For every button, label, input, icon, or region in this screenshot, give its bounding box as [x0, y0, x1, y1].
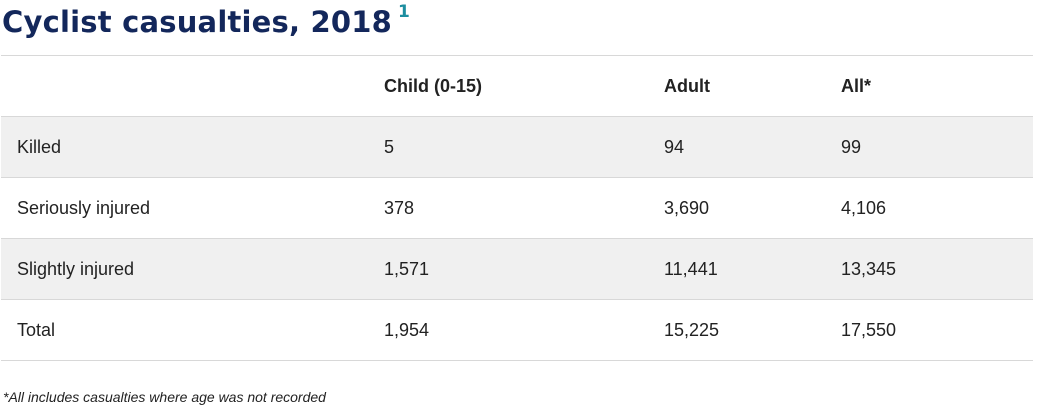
table-row: Seriously injured 378 3,690 4,106 [1, 177, 1033, 239]
cell-all: 4,106 [825, 177, 1033, 239]
row-label: Total [1, 299, 368, 361]
cell-adult: 94 [648, 116, 825, 178]
footnote-marker: 1 [398, 2, 411, 22]
row-label: Seriously injured [1, 177, 368, 239]
table-row: Killed 5 94 99 [1, 116, 1033, 178]
row-label: Killed [1, 116, 368, 178]
footnote-text: *All includes casualties where age was n… [3, 389, 326, 405]
cell-child: 378 [368, 177, 648, 239]
cell-adult: 11,441 [648, 238, 825, 300]
table-row: Slightly injured 1,571 11,441 13,345 [1, 238, 1033, 300]
cell-all: 13,345 [825, 238, 1033, 300]
column-header-child: Child (0-15) [368, 55, 648, 117]
cell-adult: 15,225 [648, 299, 825, 361]
casualties-table: Child (0-15) Adult All* Killed 5 94 99 S… [1, 55, 1033, 361]
cell-child: 1,571 [368, 238, 648, 300]
column-header-all: All* [825, 55, 1033, 117]
row-label: Slightly injured [1, 238, 368, 300]
cell-child: 5 [368, 116, 648, 178]
column-header-category [1, 55, 368, 117]
table-header-row: Child (0-15) Adult All* [1, 55, 1033, 117]
cell-all: 99 [825, 116, 1033, 178]
column-header-adult: Adult [648, 55, 825, 117]
title-text: Cyclist casualties, 2018 [2, 5, 393, 39]
cell-all: 17,550 [825, 299, 1033, 361]
table-row: Total 1,954 15,225 17,550 [1, 299, 1033, 361]
page-title: Cyclist casualties, 2018 1 [2, 2, 410, 39]
cell-adult: 3,690 [648, 177, 825, 239]
cell-child: 1,954 [368, 299, 648, 361]
